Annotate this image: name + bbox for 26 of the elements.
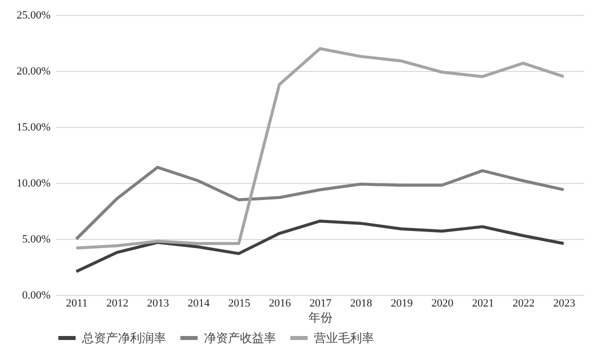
line-series (74, 166, 566, 240)
y-tick-label: 5.00% (22, 234, 50, 246)
legend-label: 总资产净利润率 (81, 331, 166, 345)
x-tick-label: 2022 (512, 298, 535, 310)
x-axis-title: 年份 (308, 310, 332, 324)
x-tick-label: 2015 (228, 298, 251, 310)
y-tick-label: 15.00% (16, 122, 50, 134)
x-tick-label: 2023 (553, 298, 576, 310)
x-tick-label: 2020 (431, 298, 454, 310)
y-tick-label: 0.00% (22, 290, 50, 302)
x-tick-label: 2016 (268, 298, 292, 310)
legend-label: 净资产收益率 (204, 331, 276, 345)
y-tick-label: 25.00% (16, 10, 50, 22)
x-tick-label: 2017 (310, 298, 332, 310)
x-tick-label: 2018 (350, 298, 373, 310)
x-tick-label: 2013 (147, 298, 170, 310)
x-tick-label: 2021 (472, 298, 494, 310)
y-tick-label: 10.00% (16, 178, 50, 190)
line-series (74, 47, 566, 250)
line-series (74, 220, 566, 273)
x-tick-label: 2012 (106, 298, 128, 310)
legend-label: 营业毛利率 (314, 331, 374, 345)
y-tick-label: 20.00% (16, 66, 50, 78)
x-tick-label: 2014 (188, 298, 210, 310)
x-tick-label: 2011 (66, 298, 88, 310)
x-tick-label: 2019 (390, 298, 414, 310)
